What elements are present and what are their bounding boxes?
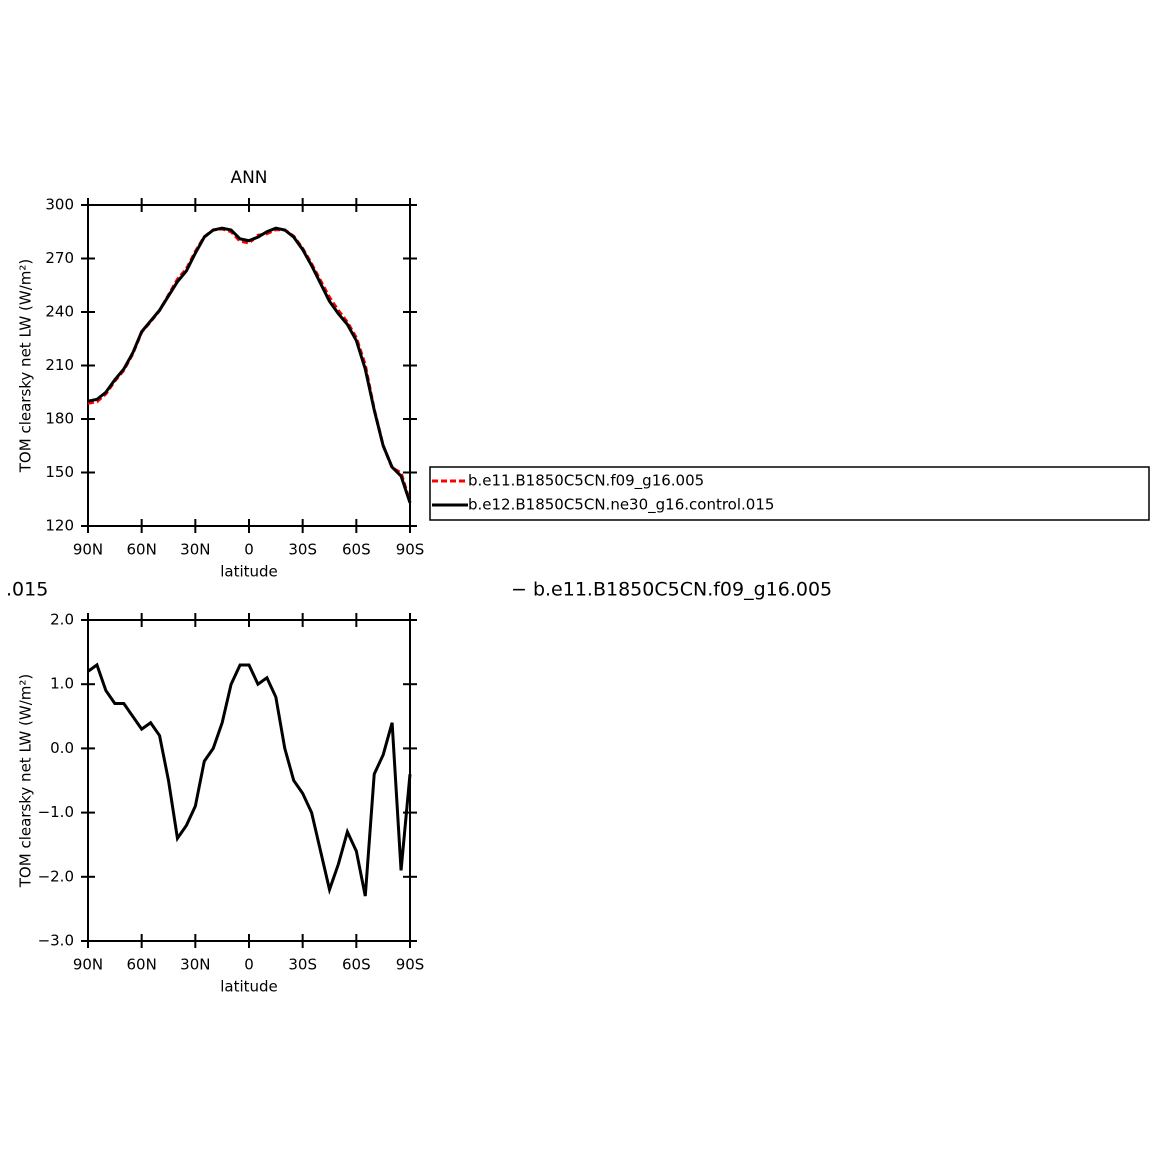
x-tick-label: 90N xyxy=(73,541,103,559)
y-tick-label: 150 xyxy=(45,463,74,481)
x-tick-label: 90S xyxy=(396,541,425,559)
y-tick-label: −2.0 xyxy=(38,867,74,885)
x-tick-label: 0 xyxy=(244,541,254,559)
x-tick-label: 30N xyxy=(180,541,210,559)
y-tick-label: −3.0 xyxy=(38,932,74,950)
x-axis-label: latitude xyxy=(220,563,278,581)
x-tick-label: 0 xyxy=(244,956,254,974)
x-tick-label: 60S xyxy=(342,541,371,559)
chart-title-left: .015 xyxy=(6,579,48,601)
x-tick-label: 60S xyxy=(342,956,371,974)
y-tick-label: 2.0 xyxy=(50,611,74,629)
x-tick-label: 30S xyxy=(288,956,317,974)
data-line xyxy=(87,662,412,897)
y-tick-label: 240 xyxy=(45,303,74,321)
x-tick-label: 30N xyxy=(180,956,210,974)
x-axis-label: latitude xyxy=(220,978,278,996)
legend-label: b.e11.B1850C5CN.f09_g16.005 xyxy=(468,472,704,491)
y-tick-label: 120 xyxy=(45,517,74,535)
y-tick-label: 210 xyxy=(45,356,74,374)
x-tick-label: 90S xyxy=(396,956,425,974)
y-tick-label: 300 xyxy=(45,196,74,214)
legend-label: b.e12.B1850C5CN.ne30_g16.control.015 xyxy=(468,496,774,515)
y-axis-label: TOM clearsky net LW (W/m²) xyxy=(17,259,35,473)
y-tick-label: 1.0 xyxy=(50,675,74,693)
x-tick-label: 60N xyxy=(127,956,157,974)
x-tick-label: 60N xyxy=(127,541,157,559)
legend-box xyxy=(429,466,1150,521)
y-tick-label: −1.0 xyxy=(38,803,74,821)
y-axis-label: TOM clearsky net LW (W/m²) xyxy=(17,674,35,888)
y-tick-label: 270 xyxy=(45,249,74,267)
data-line xyxy=(87,226,412,504)
x-tick-label: 90N xyxy=(73,956,103,974)
chart-title-right: − b.e11.B1850C5CN.f09_g16.005 xyxy=(511,579,832,601)
y-tick-label: 180 xyxy=(45,410,74,428)
plot-frame xyxy=(87,204,411,527)
chart-title: ANN xyxy=(230,168,267,188)
x-tick-label: 30S xyxy=(288,541,317,559)
data-line xyxy=(87,227,412,503)
y-tick-label: 0.0 xyxy=(50,739,74,757)
